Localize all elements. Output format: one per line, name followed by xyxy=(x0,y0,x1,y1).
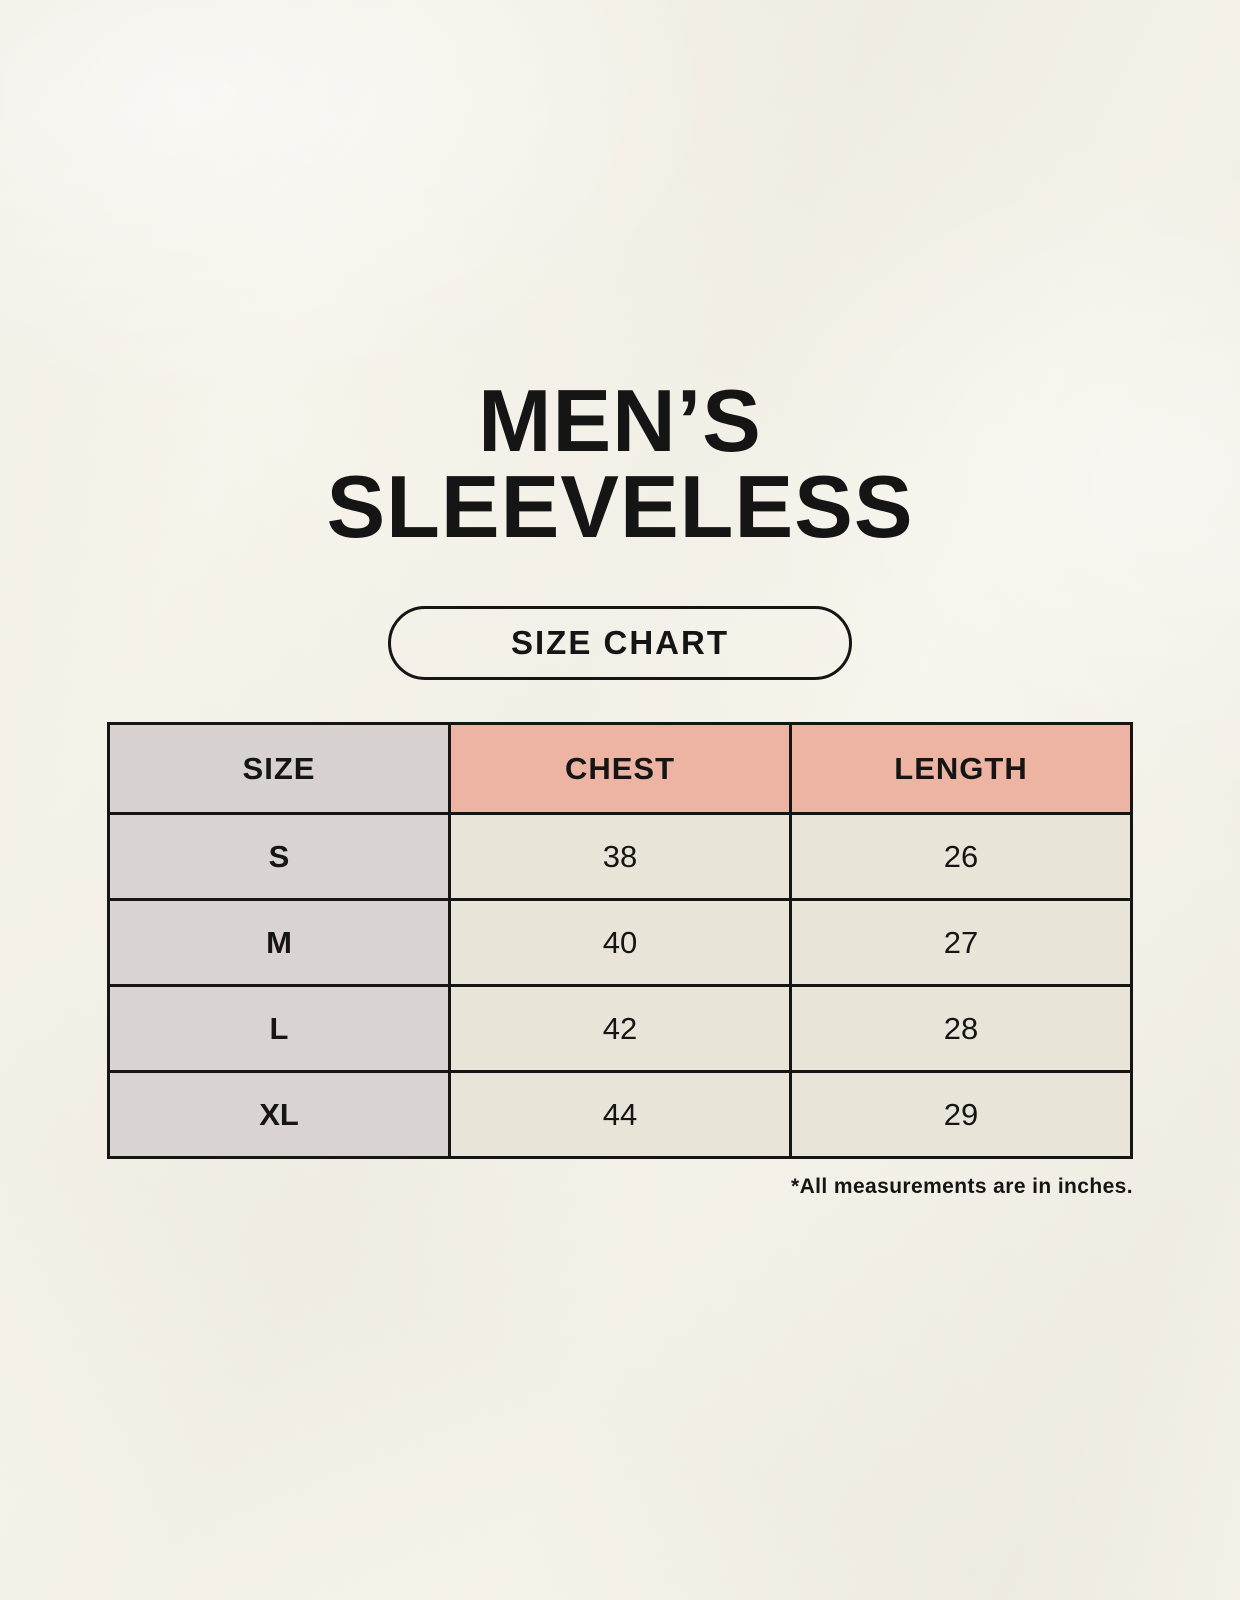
chest-value: 40 xyxy=(448,898,792,988)
size-label: XL xyxy=(107,1070,451,1160)
column-header-length: LENGTH xyxy=(789,722,1133,816)
column-header-chest: CHEST xyxy=(448,722,792,816)
size-label: L xyxy=(107,984,451,1074)
size-chart-badge-label: SIZE CHART xyxy=(511,624,729,662)
chest-value: 42 xyxy=(448,984,792,1074)
table-header-row: SIZE CHEST LENGTH xyxy=(107,722,1133,816)
length-value: 26 xyxy=(789,812,1133,902)
page-title: MEN’S SLEEVELESS xyxy=(326,377,913,551)
page-title-line2: SLEEVELESS xyxy=(326,457,914,557)
page-title-line1: MEN’S xyxy=(478,371,762,470)
chest-value: 44 xyxy=(448,1070,792,1160)
size-label: S xyxy=(107,812,451,902)
size-chart-badge: SIZE CHART xyxy=(388,606,852,681)
table-row: S 38 26 xyxy=(107,812,1133,902)
length-value: 27 xyxy=(789,898,1133,988)
size-chart-table: SIZE CHEST LENGTH S 38 26 M 40 27 L 42 2… xyxy=(107,722,1133,1160)
length-value: 28 xyxy=(789,984,1133,1074)
table-row: XL 44 29 xyxy=(107,1070,1133,1160)
size-label: M xyxy=(107,898,451,988)
table-row: L 42 28 xyxy=(107,984,1133,1074)
measurements-footnote: *All measurements are in inches. xyxy=(791,1175,1133,1199)
length-value: 29 xyxy=(789,1070,1133,1160)
chest-value: 38 xyxy=(448,812,792,902)
footnote-container: *All measurements are in inches. xyxy=(107,1175,1133,1199)
column-header-size: SIZE xyxy=(107,722,451,816)
table-row: M 40 27 xyxy=(107,898,1133,988)
